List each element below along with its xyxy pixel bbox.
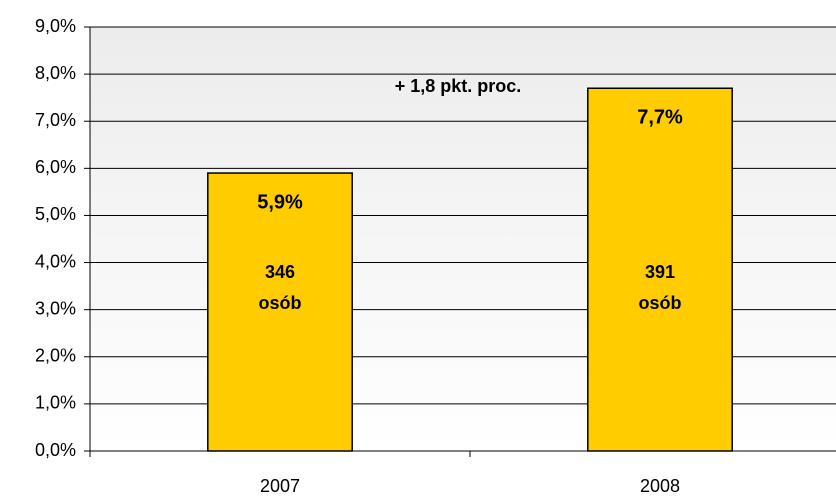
y-tick-label: 2,0%: [35, 346, 76, 366]
y-tick-label: 0,0%: [35, 440, 76, 460]
y-tick-label: 8,0%: [35, 63, 76, 83]
bar: [207, 172, 353, 452]
value-label: 5,9%: [257, 191, 303, 213]
y-tick-label: 9,0%: [35, 16, 76, 36]
y-tick-label: 5,0%: [35, 204, 76, 224]
x-tick-label: 2008: [640, 476, 680, 496]
value-label: 7,7%: [637, 107, 683, 129]
y-tick-label: 4,0%: [35, 251, 76, 271]
bar-note: 346: [265, 262, 295, 282]
x-tick-label: 2007: [260, 476, 300, 496]
bar-note: osób: [639, 293, 682, 313]
y-tick-label: 1,0%: [35, 393, 76, 413]
bar-note: 391: [645, 262, 675, 282]
y-tick-label: 3,0%: [35, 298, 76, 318]
bar-note: osób: [259, 293, 302, 313]
annotation: + 1,8 pkt. proc.: [395, 76, 522, 96]
y-tick-label: 7,0%: [35, 110, 76, 130]
y-tick-label: 6,0%: [35, 157, 76, 177]
bar: [587, 87, 733, 452]
